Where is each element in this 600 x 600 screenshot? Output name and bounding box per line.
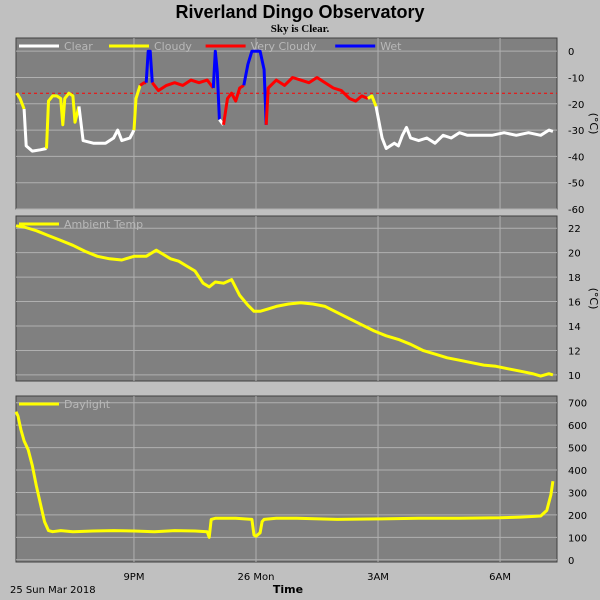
y-tick-label: 700 (568, 399, 587, 410)
y-tick-label: 22 (568, 224, 581, 235)
x-tick-label: 9PM (123, 572, 144, 583)
y-tick-label: 16 (568, 298, 581, 309)
plot-area (15, 395, 558, 563)
y-tick-label: -40 (568, 152, 584, 163)
daylight-panel: 700 600 500 400 300 200 100 0 Daylight (14, 395, 587, 567)
sky-series-cloudy (15, 92, 26, 110)
y-tick-label: 400 (568, 466, 587, 477)
sky-series-wet (211, 49, 221, 120)
sky-series-cloudy (132, 84, 142, 131)
sky-series-clear (374, 106, 554, 150)
temp-series-line (15, 224, 554, 378)
x-tick-label: 6AM (489, 572, 511, 583)
page-subtitle: Sky is Clear. (271, 23, 330, 35)
y-tick-label: 100 (568, 533, 587, 544)
y-tick-label: -60 (568, 205, 584, 216)
y-tick-label: -20 (568, 100, 584, 111)
y-tick-label: 0 (568, 556, 574, 567)
page-title: Riverland Dingo Observatory (175, 2, 424, 22)
sky-series-wet (242, 49, 268, 125)
sky-series-wet (144, 49, 154, 83)
sky-temperature-panel: 0 -10 -20 -30 -40 -50 -60 (°C) Clear Cloudy Very C… (15, 37, 600, 216)
time-axis: 9PM 26 Mon 3AM 6AM (123, 572, 511, 583)
sky-series-very-cloudy (222, 84, 245, 126)
sky-series-cloudy (45, 91, 81, 149)
sky-series-very-cloudy (151, 78, 215, 93)
x-tick-label: 26 Mon (237, 572, 274, 583)
y-tick-label: 18 (568, 273, 581, 284)
start-date-label: 25 Sun Mar 2018 (10, 585, 96, 596)
y-tick-label: -30 (568, 126, 584, 137)
y-tick-label: 0 (568, 47, 574, 58)
sky-series-clear (22, 108, 47, 153)
y-tick-label: -50 (568, 179, 584, 190)
y-tick-label: -10 (568, 73, 584, 84)
legend-label: Ambient Temp (64, 218, 143, 231)
y-tick-label: 600 (568, 421, 587, 432)
plot-area (15, 37, 558, 210)
sky-series-very-cloudy (264, 76, 369, 125)
x-tick-label: 3AM (367, 572, 389, 583)
plot-area (15, 215, 558, 382)
y-tick-label: 20 (568, 249, 581, 260)
legend-label: Very Cloudy (251, 40, 317, 53)
sky-series-cloudy (367, 94, 378, 107)
legend-label: Cloudy (154, 40, 192, 53)
y-unit-label: (°C) (587, 113, 600, 135)
y-tick-label: 300 (568, 488, 587, 499)
y-unit-label: (°C) (587, 288, 600, 310)
legend-label: Daylight (64, 398, 111, 411)
x-axis-title: Time (273, 583, 303, 596)
legend-label: Wet (380, 40, 402, 53)
sky-series-clear (77, 106, 136, 145)
legend-label: Clear (64, 40, 93, 53)
ambient-temp-panel: 22 20 18 16 14 12 10 (°C) Ambient Temp (15, 215, 600, 382)
y-tick-label: 10 (568, 371, 581, 382)
y-tick-label: 12 (568, 346, 581, 357)
y-tick-label: 14 (568, 322, 581, 333)
daylight-series-line (14, 411, 555, 539)
y-tick-label: 200 (568, 511, 587, 522)
sky-series-very-cloudy (139, 81, 147, 87)
y-tick-label: 500 (568, 444, 587, 455)
